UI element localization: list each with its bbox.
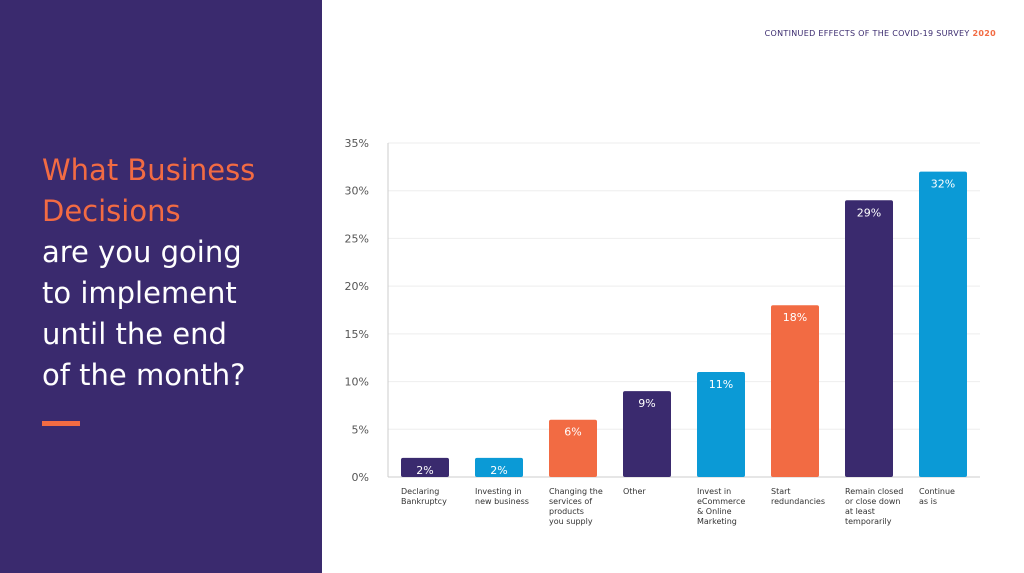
x-tick-label: Continue as is xyxy=(919,487,955,506)
x-tick-label: Declaring Bankruptcy xyxy=(401,487,447,506)
data-label: 32% xyxy=(931,178,955,191)
x-tick-label: Other xyxy=(623,487,646,496)
x-tick-label: Invest in eCommerce & Online Marketing xyxy=(697,487,745,526)
data-label: 18% xyxy=(783,311,807,324)
x-tick-label: Start redundancies xyxy=(771,487,825,506)
title-rest: are you going to implement until the end… xyxy=(42,235,246,392)
x-tick-label: Remain closed or close down at least tempor… xyxy=(845,487,903,526)
y-tick-label: 5% xyxy=(352,423,369,436)
data-label: 2% xyxy=(416,464,433,477)
header-text: CONTINUED EFFECTS OF THE COVID-19 SURVEY xyxy=(764,29,970,38)
y-tick-label: 30% xyxy=(345,185,369,198)
header-year: 2020 xyxy=(972,29,996,38)
x-tick-label: Changing the services of products you suppl… xyxy=(549,487,603,526)
y-tick-label: 35% xyxy=(345,137,369,150)
bar xyxy=(697,372,745,477)
data-label: 9% xyxy=(638,397,655,410)
x-tick-label: Investing in new business xyxy=(475,487,529,506)
left-panel: What Business Decisions are you going to… xyxy=(0,0,322,573)
y-tick-label: 15% xyxy=(345,328,369,341)
y-tick-label: 0% xyxy=(352,471,369,484)
y-tick-label: 25% xyxy=(345,232,369,245)
bar xyxy=(401,457,449,477)
title-accent: What Business Decisions xyxy=(42,153,256,228)
bar xyxy=(919,171,967,477)
slide-title: What Business Decisions are you going to… xyxy=(42,150,312,396)
data-label: 11% xyxy=(709,378,733,391)
data-label: 2% xyxy=(490,464,507,477)
bar xyxy=(549,419,597,477)
survey-header: CONTINUED EFFECTS OF THE COVID-19 SURVEY… xyxy=(765,29,996,38)
y-tick-label: 20% xyxy=(345,280,369,293)
data-label: 6% xyxy=(564,426,581,439)
bar xyxy=(845,200,893,477)
bar xyxy=(771,305,819,477)
bar xyxy=(475,457,523,477)
y-tick-label: 10% xyxy=(345,376,369,389)
data-label: 29% xyxy=(857,206,881,219)
accent-bar xyxy=(42,421,80,426)
bar xyxy=(623,391,671,477)
